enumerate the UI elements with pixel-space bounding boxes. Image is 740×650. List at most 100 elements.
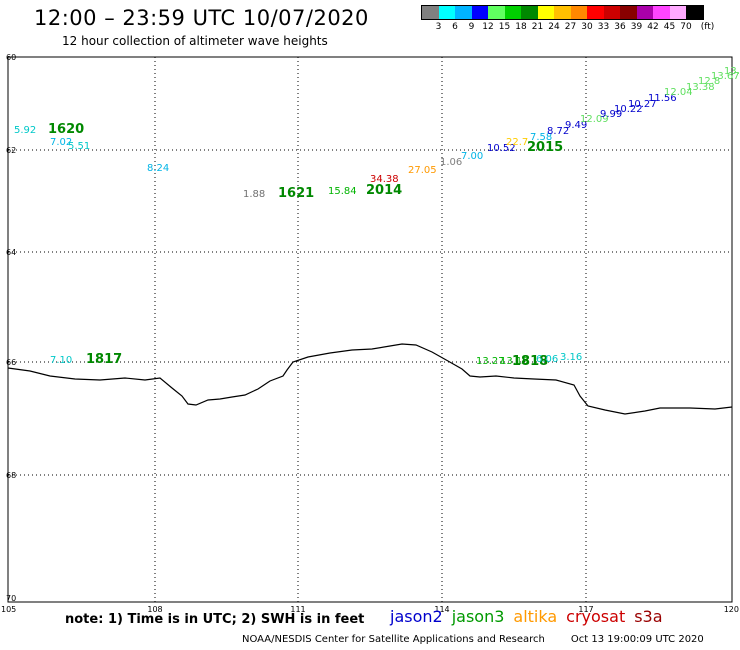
color-scale-label: 3 xyxy=(435,22,442,32)
color-scale-label: 42 xyxy=(647,22,659,32)
color-scale-label: 9 xyxy=(468,22,475,32)
latitude-label: 70 xyxy=(6,594,16,603)
pass-time-label: 1621 xyxy=(278,186,314,201)
wave-height-label: 12.04 xyxy=(664,87,693,98)
color-scale-label: 6 xyxy=(452,22,458,32)
color-scale-swatch xyxy=(653,6,670,19)
chart-subtitle: 12 hour collection of altimeter wave hei… xyxy=(62,34,328,48)
satellite-cryosat: cryosat xyxy=(566,607,626,626)
color-scale-swatch xyxy=(620,6,637,19)
pass-time-label: 2015 xyxy=(527,140,563,155)
wave-height-label: 5.92 xyxy=(14,125,36,136)
wave-height-label: 7.58 xyxy=(530,132,552,143)
color-scale-swatch xyxy=(570,6,587,19)
wave-height-label: 12.09 xyxy=(580,114,609,125)
map-frame xyxy=(7,56,733,603)
wave-height-label: 1.06 xyxy=(440,157,462,168)
color-scale-unit: (ft) xyxy=(700,22,715,32)
color-scale-swatch xyxy=(669,6,686,19)
coastline xyxy=(7,343,733,415)
wave-height-label: 13.67 xyxy=(711,71,740,82)
satellite-s3a: s3a xyxy=(634,607,663,626)
wave-height-label: 8.24 xyxy=(147,163,169,174)
color-scale-label: 15 xyxy=(498,22,511,32)
longitude-labels: 105 108 111 114 117 120 xyxy=(1,605,739,614)
color-scale-label: 30 xyxy=(581,22,593,32)
latitude-label: 60 xyxy=(6,53,16,62)
longitude-label: 120 xyxy=(724,605,739,614)
color-scale-swatch xyxy=(554,6,571,19)
color-scale-label: 27 xyxy=(564,22,577,32)
wave-height-label: 13.9 xyxy=(724,66,740,77)
color-scale-swatch xyxy=(471,6,488,19)
wave-height-label: 10.27 xyxy=(628,99,657,110)
color-scale-labels: 3 6 9 12 15 18 21 24 27 30 33 36 39 42 45 70 (ft) xyxy=(421,20,715,34)
longitude-label: 117 xyxy=(578,605,593,614)
wave-height-label: 22.7 xyxy=(506,137,528,148)
pass-time-label: 1817 xyxy=(86,352,122,367)
color-scale-label: 70 xyxy=(680,22,692,32)
wave-height-label: 13.38 xyxy=(686,82,715,93)
wave-height-label: 10.52 xyxy=(487,143,516,154)
color-scale-label: 18 xyxy=(515,22,527,32)
latitude-label: 66 xyxy=(6,358,16,367)
color-scale-swatch xyxy=(603,6,620,19)
longitude-label: 114 xyxy=(434,605,449,614)
satellite-jason3: jason3 xyxy=(451,607,505,626)
color-scale-legend: 3 6 9 12 15 18 21 24 27 30 33 36 39 42 45 70 (ft) xyxy=(421,5,715,34)
color-scale-label: 24 xyxy=(548,22,560,32)
wave-height-label: 7.00 xyxy=(461,151,483,162)
footer-credit: NOAA/NESDIS Center for Satellite Applica… xyxy=(242,634,704,645)
wave-height-label: 3.16 xyxy=(560,352,582,363)
chart-title: 12:00 – 23:59 UTC 10/07/2020 xyxy=(34,6,369,30)
pass-time-label: 1620 xyxy=(48,122,84,137)
latitude-label: 68 xyxy=(6,471,16,480)
latitude-labels: 60 62 64 66 68 70 xyxy=(6,53,16,603)
wave-height-label: 1.88 xyxy=(243,189,265,200)
wave-height-label: 27.05 xyxy=(408,165,437,176)
color-scale-label: 36 xyxy=(614,22,626,32)
wave-height-label: 13.27 xyxy=(476,356,505,367)
wave-height-label: 34.38 xyxy=(370,174,399,185)
color-scale-swatch xyxy=(422,6,439,19)
satellite-altika: altika xyxy=(513,607,558,626)
latitude-label: 64 xyxy=(6,248,16,257)
wave-height-label: 13.19 xyxy=(500,356,529,367)
color-scale-swatch xyxy=(636,6,653,19)
wave-height-label: 15.84 xyxy=(328,186,357,197)
pass-time-label: 1818 xyxy=(512,354,548,369)
color-scale-label: 33 xyxy=(597,22,610,32)
color-scale-label: 39 xyxy=(630,22,643,32)
generation-timestamp: Oct 13 19:00:09 UTC 2020 xyxy=(570,634,704,645)
color-scale-swatch xyxy=(521,6,538,19)
wave-height-label: 8.72 xyxy=(547,126,569,137)
pass-time-label: 2014 xyxy=(366,183,402,198)
wave-height-label: 6.06 xyxy=(536,354,558,365)
wave-height-label: 10.22 xyxy=(614,104,643,115)
color-scale-label: 12 xyxy=(482,22,494,32)
satellite-jason2: jason2 xyxy=(390,607,443,626)
wave-height-label: 9.99 xyxy=(600,109,622,120)
wave-height-label: 9.49 xyxy=(565,120,587,131)
color-scale-swatch xyxy=(587,6,604,19)
lat-lon-grid xyxy=(8,57,732,602)
wave-height-label: 7.02 xyxy=(50,137,72,148)
wave-height-label: 7.10 xyxy=(50,355,72,366)
color-scale-swatch xyxy=(686,6,703,19)
wave-height-label: 5.51 xyxy=(68,141,90,152)
credit-text: NOAA/NESDIS Center for Satellite Applica… xyxy=(242,634,545,645)
color-scale-bar xyxy=(421,5,704,20)
footer-note: note: 1) Time is in UTC; 2) SWH is in fe… xyxy=(65,612,365,627)
color-scale-swatch xyxy=(438,6,455,19)
longitude-label: 111 xyxy=(290,605,305,614)
color-scale-label: 45 xyxy=(663,22,676,32)
color-scale-swatch xyxy=(455,6,472,19)
longitude-label: 108 xyxy=(147,605,162,614)
longitude-label: 105 xyxy=(1,605,16,614)
color-scale-label: 21 xyxy=(531,22,544,32)
wave-height-label: 11.56 xyxy=(648,93,677,104)
satellite-legend: jason2 jason3 altika cryosat s3a xyxy=(390,607,672,626)
color-scale-swatch xyxy=(504,6,521,19)
